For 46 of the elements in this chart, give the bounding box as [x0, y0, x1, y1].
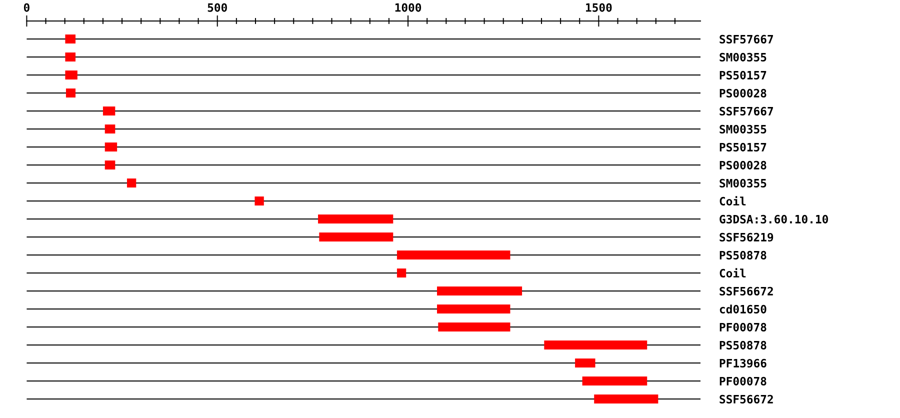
y-tick-label: PF13966: [720, 358, 766, 368]
bar: [104, 160, 116, 170]
bar: [544, 340, 648, 350]
bar: [396, 268, 406, 278]
y-tick-label: Coil: [720, 268, 746, 278]
bar: [318, 214, 394, 224]
bar: [104, 142, 118, 152]
x-tick-label: 1500: [586, 3, 612, 12]
bar: [437, 286, 522, 296]
y-tick-label: PS50878: [720, 250, 766, 260]
bar: [437, 304, 510, 314]
y-tick-label: cd01650: [720, 304, 766, 314]
y-tick-label: SSF56672: [720, 286, 773, 296]
bar: [438, 322, 510, 332]
y-tick-label: SSF57667: [720, 106, 773, 116]
bar: [65, 70, 78, 80]
bar: [104, 124, 116, 134]
y-tick-label: Coil: [720, 196, 746, 206]
y-tick-label: SSF56219: [720, 232, 774, 242]
bar: [254, 196, 264, 206]
y-tick-label: PS50878: [720, 340, 766, 350]
y-tick-label: PF00078: [720, 376, 766, 386]
bar: [102, 106, 116, 116]
y-tick-label: G3DSA:3.60.10.10: [720, 214, 828, 224]
bar: [594, 394, 658, 404]
bar: [319, 232, 394, 242]
y-tick-label: PF00078: [720, 322, 766, 332]
y-tick-label: PS00028: [720, 88, 766, 98]
y-tick-label: SSF57667: [720, 34, 773, 44]
bar: [65, 34, 76, 44]
bar: [582, 376, 648, 386]
y-tick-label: SM00355: [720, 124, 766, 134]
y-tick-label: SSF56672: [720, 394, 773, 404]
bar: [575, 358, 596, 368]
x-tick-label: 500: [208, 3, 227, 12]
x-tick-label: 0: [24, 3, 30, 12]
y-tick-label: SM00355: [720, 52, 766, 62]
y-tick-label: SM00355: [720, 178, 766, 188]
bar: [65, 52, 76, 62]
bar: [66, 88, 76, 98]
y-tick-label: PS00028: [720, 160, 766, 170]
y-tick-label: PS50157: [720, 70, 766, 80]
x-tick-label: 1000: [395, 3, 422, 12]
bar: [396, 250, 510, 260]
y-tick-label: PS50157: [720, 142, 766, 152]
bar: [126, 178, 136, 188]
